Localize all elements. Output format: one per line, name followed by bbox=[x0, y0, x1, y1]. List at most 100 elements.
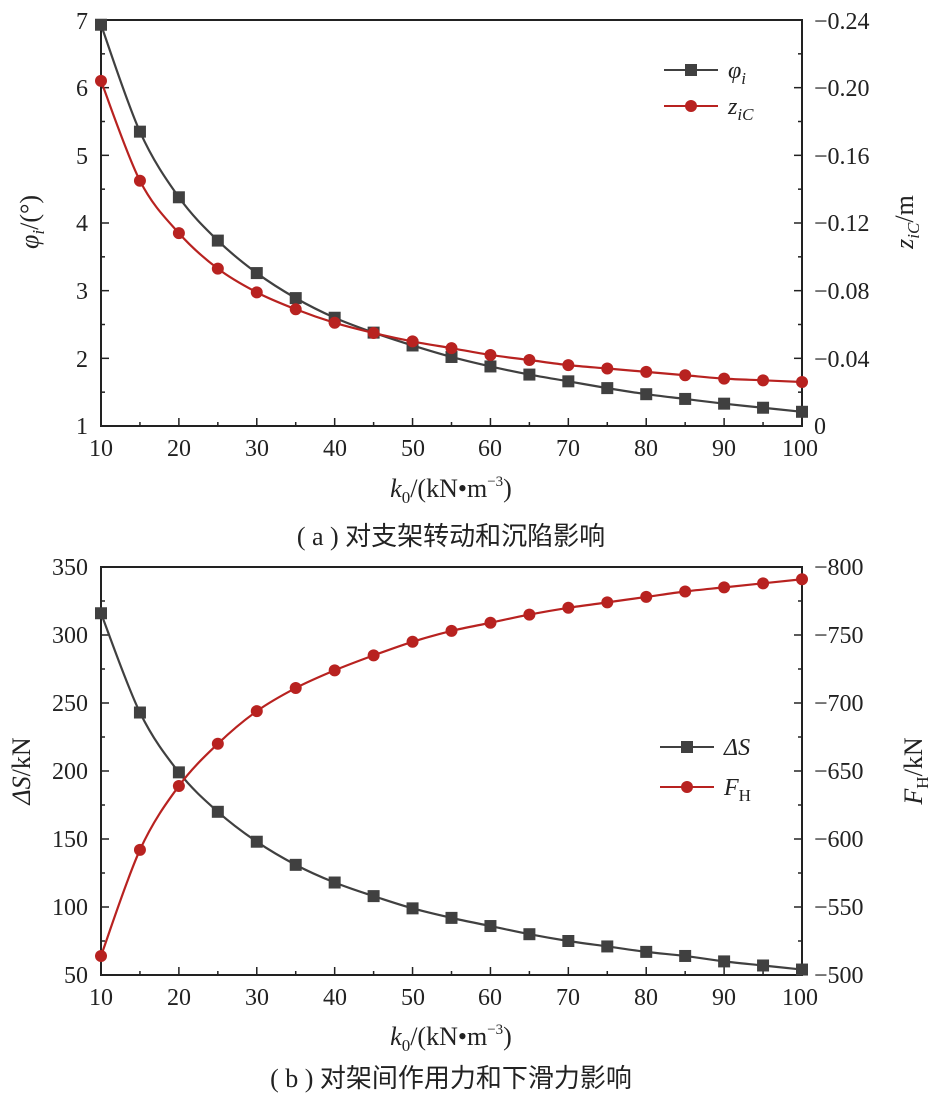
data-point-circle bbox=[133, 843, 146, 856]
data-point-square bbox=[328, 876, 341, 889]
data-point-square bbox=[640, 388, 653, 401]
data-point-square bbox=[718, 397, 731, 410]
data-point-square bbox=[406, 902, 419, 915]
panel-b-left-axis-title: ΔS/kN bbox=[7, 737, 36, 805]
panel-a-x-tick-labels: 10 20 30 40 50 60 70 80 90 100 bbox=[89, 436, 818, 462]
data-point-circle bbox=[367, 649, 380, 662]
data-point-circle bbox=[95, 949, 107, 962]
data-point-square bbox=[523, 368, 536, 381]
panel-b-x-tick-label: 10 bbox=[89, 985, 113, 1011]
data-point-circle bbox=[133, 174, 146, 187]
panel-b-x-tick-label: 20 bbox=[167, 985, 191, 1011]
panel-b-left-tick-label: 200 bbox=[52, 759, 88, 785]
panel-b-x-tick-labels: 10 20 30 40 50 60 70 80 90 100 bbox=[89, 985, 818, 1011]
panel-a-left-tick-label: 6 bbox=[76, 76, 88, 102]
legend-label-phi: φi bbox=[728, 58, 746, 88]
panel-b-x-tick-label: 40 bbox=[323, 985, 347, 1011]
data-point-square bbox=[250, 267, 263, 280]
panel-a-x-tick-label: 90 bbox=[712, 436, 736, 462]
panel-a-left-tick-label: 7 bbox=[76, 9, 88, 35]
panel-a-left-tick-label: 5 bbox=[76, 144, 88, 170]
panel-b-x-tick-label: 70 bbox=[556, 985, 580, 1011]
panel-b-x-tick-label: 50 bbox=[401, 985, 425, 1011]
panel-a-left-tick-labels: 1 2 3 4 5 6 7 bbox=[76, 9, 88, 440]
panel-a-series bbox=[95, 18, 808, 418]
data-point-circle bbox=[796, 573, 808, 586]
panel-b-right-axis-title: FH/kN bbox=[899, 737, 932, 805]
data-point-square bbox=[562, 375, 575, 388]
data-point-circle bbox=[328, 664, 341, 677]
data-point-square bbox=[796, 963, 808, 976]
panel-a-x-tick-label: 30 bbox=[245, 436, 269, 462]
data-point-square bbox=[445, 911, 458, 924]
panel-b-right-tick-labels: −500 −550 −600 −650 −700 −750 −800 bbox=[814, 555, 864, 989]
legend-marker-circle bbox=[685, 100, 697, 112]
data-point-square bbox=[601, 382, 614, 395]
data-point-square bbox=[211, 234, 224, 247]
data-point-square bbox=[679, 392, 692, 405]
data-point-circle bbox=[757, 577, 770, 590]
panel-b-x-tick-label: 60 bbox=[478, 985, 502, 1011]
data-point-circle bbox=[289, 682, 302, 695]
data-point-circle bbox=[562, 359, 575, 372]
panel-b-right-tick-label: −500 bbox=[814, 963, 864, 989]
panel-a-left-tick-label: 3 bbox=[76, 279, 88, 305]
panel-a-right-tick-label: −0.16 bbox=[814, 144, 870, 170]
legend-label-FH: FH bbox=[723, 775, 751, 805]
panel-a-right-tick-label: −0.20 bbox=[814, 76, 870, 102]
data-point-circle bbox=[289, 303, 302, 316]
data-point-circle bbox=[484, 616, 497, 629]
panel-a-chart: 10 20 30 40 50 60 70 80 90 100 1 2 3 4 5… bbox=[15, 9, 923, 551]
legend-label-ziC: ziC bbox=[727, 94, 754, 124]
panel-a-legend: φi ziC bbox=[664, 58, 754, 124]
panel-b-x-tick-label: 90 bbox=[712, 985, 736, 1011]
data-point-square bbox=[679, 949, 692, 962]
data-point-square bbox=[796, 405, 808, 418]
panel-b-right-tick-label: −550 bbox=[814, 895, 864, 921]
data-point-square bbox=[523, 928, 536, 941]
panel-b-left-tick-label: 300 bbox=[52, 623, 88, 649]
panel-b-left-tick-label: 250 bbox=[52, 691, 88, 717]
panel-a-right-tick-label: 0 bbox=[814, 414, 826, 440]
panel-b-right-tick-label: −600 bbox=[814, 827, 864, 853]
panel-a-right-tick-labels: 0 −0.04 −0.08 −0.12 −0.16 −0.20 −0.24 bbox=[814, 9, 870, 440]
panel-a-plot-frame bbox=[100, 19, 803, 427]
data-point-square bbox=[95, 18, 107, 31]
panel-b-x-axis-title: k0/(kN•m−3) bbox=[390, 1022, 512, 1055]
panel-a-left-tick-label: 4 bbox=[76, 211, 88, 237]
panel-a-x-tick-label: 60 bbox=[478, 436, 502, 462]
legend-label-deltaS: ΔS bbox=[723, 735, 750, 761]
data-point-square bbox=[95, 607, 107, 620]
data-point-square bbox=[172, 766, 185, 779]
panel-a-x-tick-label: 10 bbox=[89, 436, 113, 462]
panel-a-x-tick-label: 40 bbox=[323, 436, 347, 462]
data-point-square bbox=[289, 858, 302, 871]
data-point-circle bbox=[640, 365, 653, 378]
data-point-square bbox=[172, 191, 185, 204]
panel-a-right-tick-label: −0.08 bbox=[814, 279, 870, 305]
data-point-circle bbox=[250, 286, 263, 299]
panel-b-left-tick-label: 100 bbox=[52, 895, 88, 921]
panel-b-x-tick-label: 100 bbox=[782, 985, 818, 1011]
data-point-circle bbox=[445, 342, 458, 355]
data-point-circle bbox=[601, 362, 614, 375]
panel-a-left-tick-label: 1 bbox=[76, 414, 88, 440]
panel-b-right-tick-label: −800 bbox=[814, 555, 864, 581]
data-point-circle bbox=[796, 376, 808, 389]
panel-a-x-tick-label: 70 bbox=[556, 436, 580, 462]
panel-a-x-tick-label: 50 bbox=[401, 436, 425, 462]
panel-a-right-axis-title: ziC/m bbox=[890, 195, 923, 250]
data-point-circle bbox=[679, 585, 692, 598]
data-point-circle bbox=[406, 335, 419, 348]
data-point-circle bbox=[406, 635, 419, 648]
data-point-circle bbox=[601, 596, 614, 609]
series-line-red bbox=[99, 80, 803, 384]
data-point-circle bbox=[172, 779, 185, 792]
legend-marker-square bbox=[685, 64, 697, 76]
panel-b-chart: 10 20 30 40 50 60 70 80 90 100 50 100 15… bbox=[7, 555, 932, 1093]
data-point-circle bbox=[172, 227, 185, 240]
data-point-square bbox=[562, 935, 575, 947]
data-point-square bbox=[133, 706, 146, 719]
panel-b-x-tick-label: 30 bbox=[245, 985, 269, 1011]
